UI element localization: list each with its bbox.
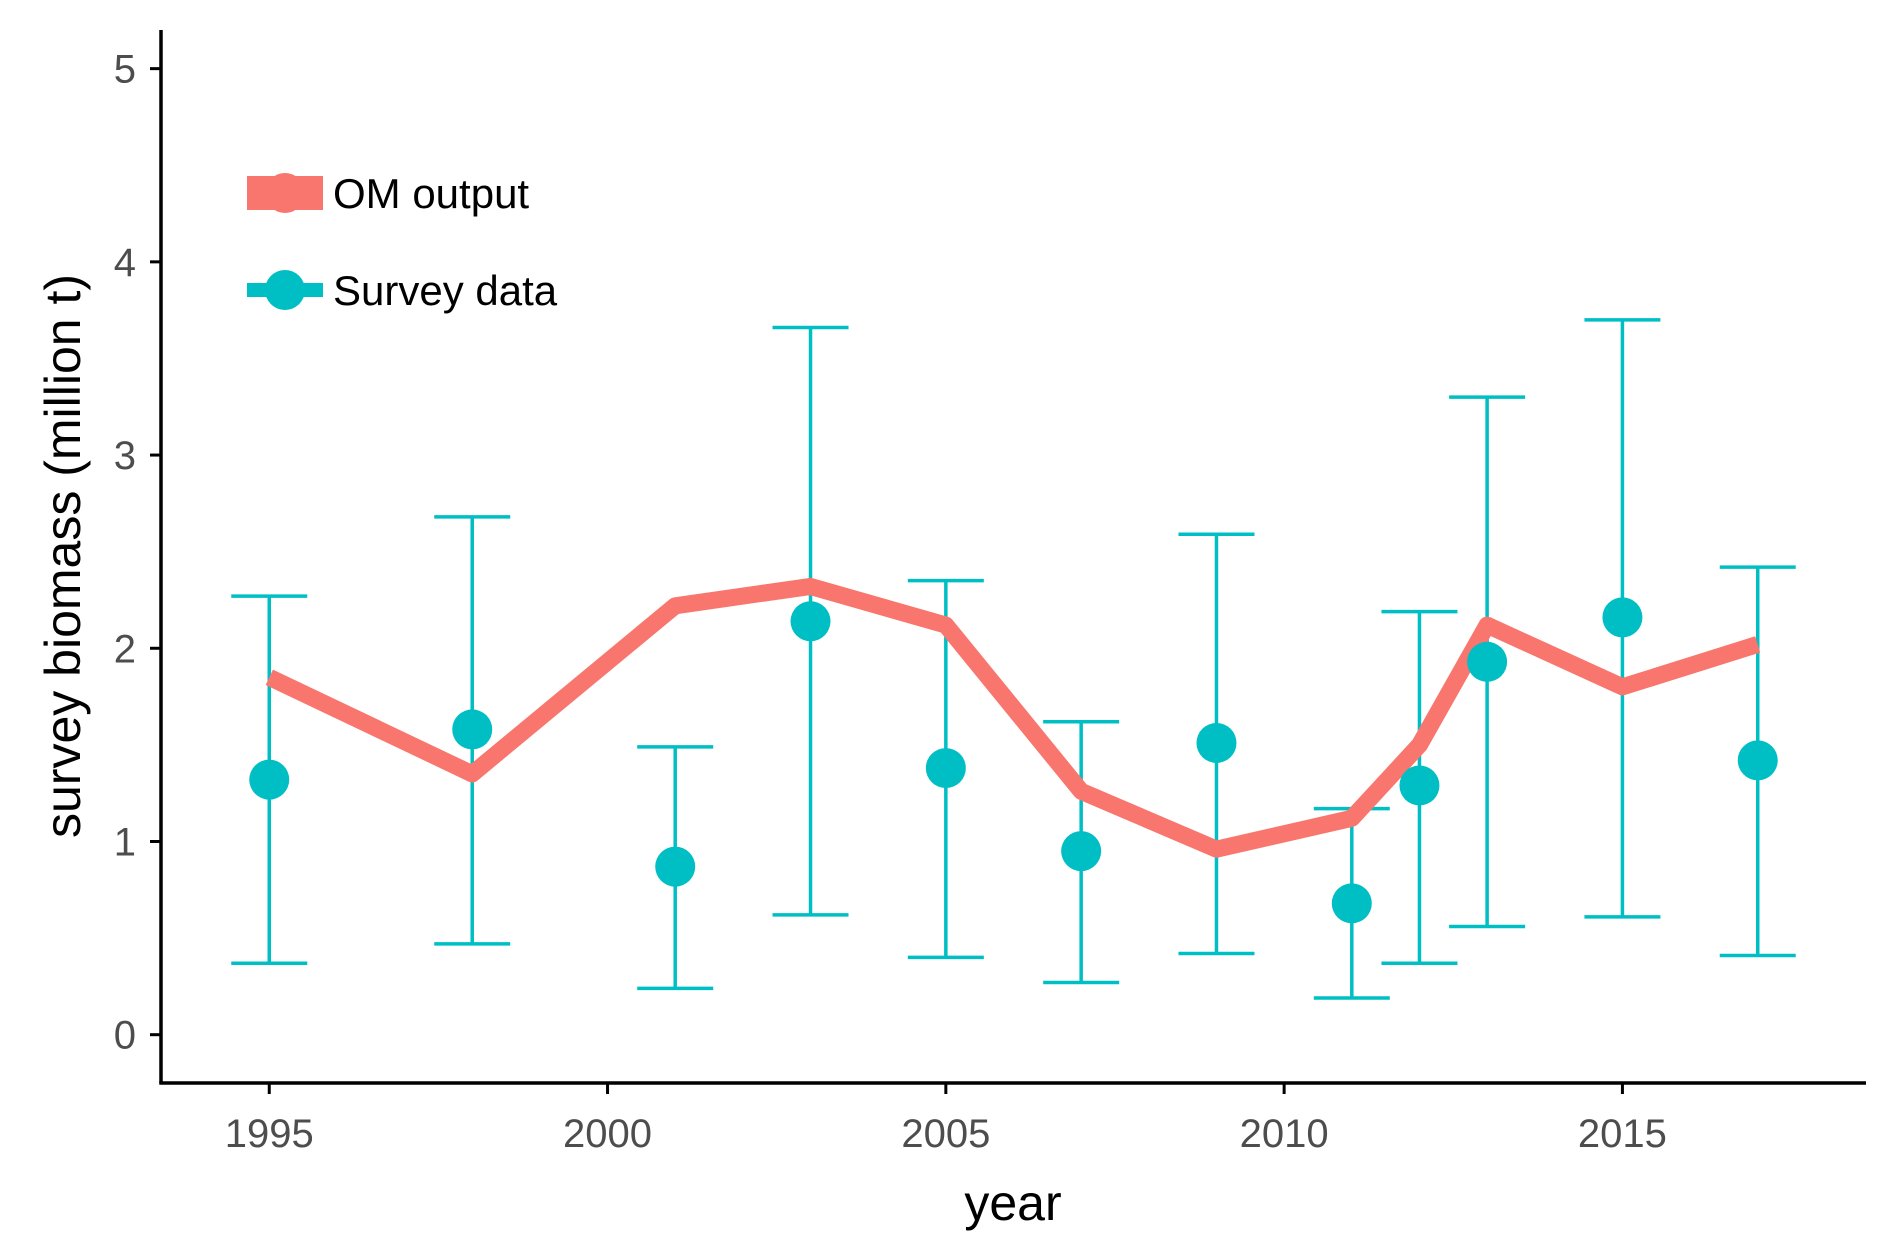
survey-point-1995 <box>249 759 290 800</box>
survey-point-2012 <box>1399 765 1440 806</box>
plot-area <box>231 318 1796 1000</box>
legend-label: OM output <box>333 170 529 217</box>
survey-point-2003 <box>790 601 831 642</box>
survey-point-2017 <box>1737 740 1778 781</box>
y-tick-label: 1 <box>114 820 136 864</box>
y-tick-label: 0 <box>114 1014 136 1058</box>
x-tick-label: 2005 <box>901 1112 990 1156</box>
survey-point-2015 <box>1602 597 1643 638</box>
survey-point-2005 <box>925 748 966 789</box>
y-tick-label: 3 <box>114 434 136 478</box>
x-tick-label: 2010 <box>1240 1112 1329 1156</box>
x-axis-title: year <box>964 1175 1061 1231</box>
legend-item-1: OM output <box>247 170 529 217</box>
y-axis-ticks: 0 1 2 3 4 5 <box>114 48 161 1058</box>
y-tick-label: 5 <box>114 48 136 92</box>
legend-key-point <box>265 270 305 310</box>
survey-point-2009 <box>1196 722 1237 763</box>
om-output-line <box>265 577 1761 858</box>
survey-point-2007 <box>1061 831 1102 872</box>
legend-label: Survey data <box>333 267 558 314</box>
survey-point-2011 <box>1331 883 1372 924</box>
legend-key <box>247 270 323 310</box>
legend-key-point <box>265 173 305 213</box>
x-tick-label: 2000 <box>563 1112 652 1156</box>
x-tick-label: 2015 <box>1578 1112 1667 1156</box>
y-tick-label: 4 <box>114 241 136 285</box>
legend: OM output Survey data <box>247 170 558 314</box>
y-axis-title: survey biomass (million t) <box>35 274 91 838</box>
legend-item-2: Survey data <box>247 267 558 314</box>
legend-key <box>247 173 323 213</box>
survey-point-1998 <box>452 709 493 750</box>
y-tick-label: 2 <box>114 627 136 671</box>
x-tick-label: 1995 <box>225 1112 314 1156</box>
x-axis-ticks: 1995 2000 2005 2010 2015 <box>225 1083 1667 1156</box>
survey-point-2001 <box>655 846 696 887</box>
survey-point-2013 <box>1467 641 1508 682</box>
